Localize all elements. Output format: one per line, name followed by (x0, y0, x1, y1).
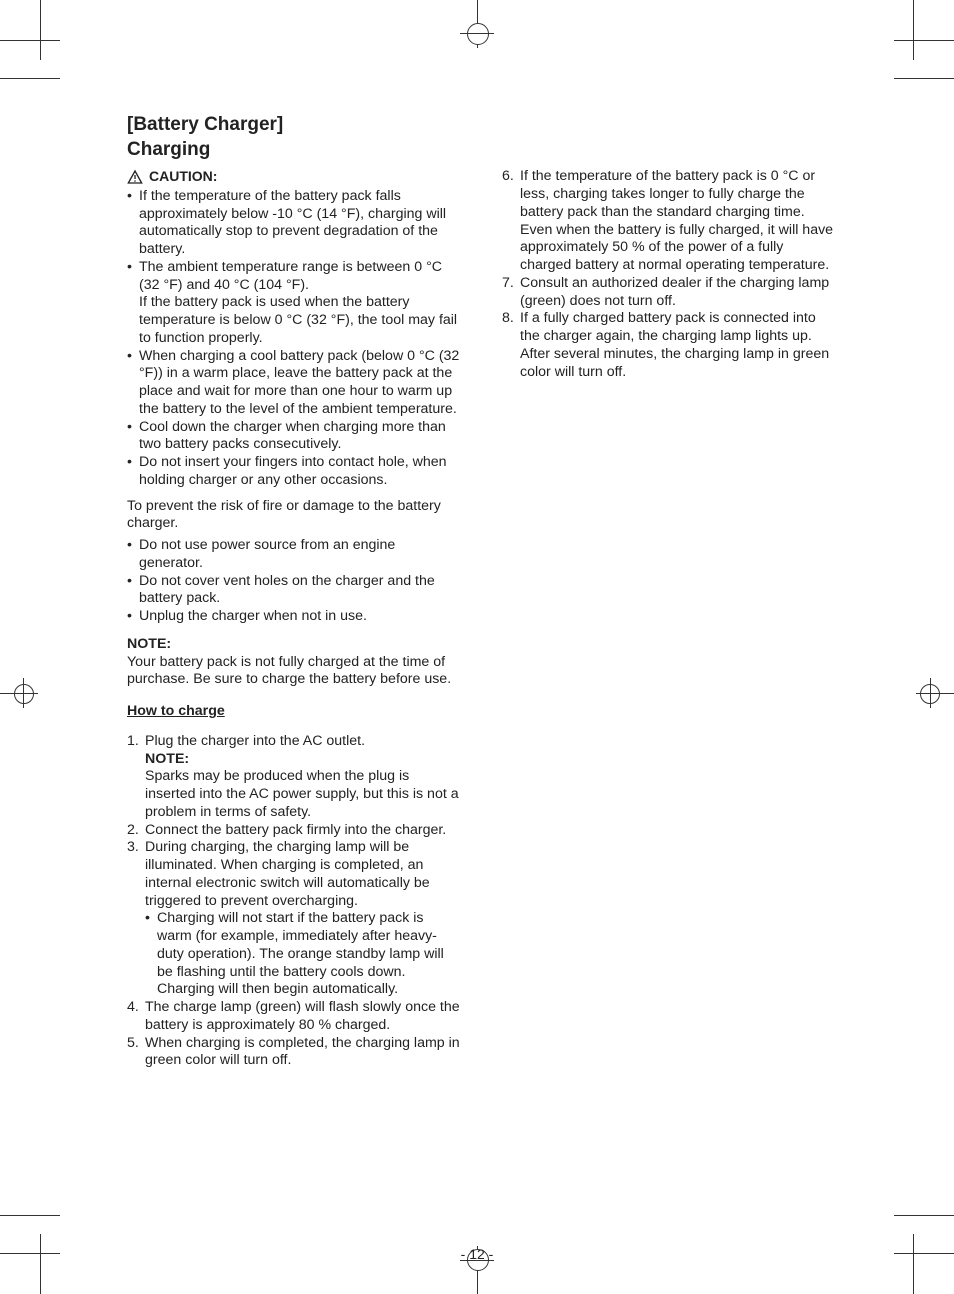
bullet-item: If the temperature of the battery pack f… (127, 188, 462, 259)
crop-mark (0, 40, 60, 41)
prevent-intro: To prevent the risk of fire or damage to… (127, 498, 462, 534)
crop-mark (40, 0, 41, 60)
crop-mark (930, 678, 931, 708)
step-item: During charging, the charging lamp will … (127, 839, 462, 999)
bullet-item: Do not insert your fingers into contact … (127, 454, 462, 490)
crop-mark (460, 33, 494, 34)
bullet-item: Cool down the charger when charging more… (127, 419, 462, 455)
sub-bullet-item: Charging will not start if the battery p… (145, 910, 462, 999)
content-area: [Battery Charger] Charging CAUTION: If t… (127, 113, 837, 1070)
left-column: CAUTION: If the temperature of the batte… (127, 168, 462, 1070)
prevent-list: Do not use power source from an engine g… (127, 537, 462, 626)
step-item: When charging is completed, the charging… (127, 1035, 462, 1071)
note-label: NOTE: (127, 636, 462, 654)
step-text: Connect the battery pack firmly into the… (145, 822, 462, 840)
crop-mark (40, 1234, 41, 1294)
crop-mark (916, 693, 946, 694)
section-heading: [Battery Charger] Charging (127, 113, 837, 162)
caution-list: If the temperature of the battery pack f… (127, 188, 462, 490)
bullet-item: The ambient temperature range is between… (127, 259, 462, 348)
crop-mark (23, 678, 24, 708)
step-text: The charge lamp (green) will flash slowl… (145, 999, 462, 1035)
step-note-body: Sparks may be produced when the plug is … (145, 768, 462, 821)
registration-target-icon (14, 684, 34, 704)
step-text: During charging, the charging lamp will … (145, 839, 462, 910)
step-item: The charge lamp (green) will flash slowl… (127, 999, 462, 1035)
bullet-item: Do not cover vent holes on the charger a… (127, 573, 462, 609)
crop-mark (0, 78, 60, 79)
bullet-item: Do not use power source from an engine g… (127, 537, 462, 573)
crop-mark (894, 1215, 954, 1216)
bullet-item: When charging a cool battery pack (below… (127, 348, 462, 419)
right-column: If the temperature of the battery pack i… (502, 168, 837, 1070)
bullet-item: Unplug the charger when not in use. (127, 608, 462, 626)
page: [Battery Charger] Charging CAUTION: If t… (0, 0, 954, 1294)
step-item: If the temperature of the battery pack i… (502, 168, 837, 275)
crop-mark (913, 0, 914, 60)
step-item: Consult an authorized dealer if the char… (502, 275, 837, 311)
note-body: Your battery pack is not fully charged a… (127, 654, 462, 690)
step-text: When charging is completed, the charging… (145, 1035, 462, 1071)
steps-list-right: If the temperature of the battery pack i… (502, 168, 837, 381)
registration-target-icon (467, 23, 489, 45)
step-item: Connect the battery pack firmly into the… (127, 822, 462, 840)
step-text: Plug the charger into the AC outlet. (145, 733, 462, 751)
caution-heading: CAUTION: (127, 168, 462, 186)
crop-mark (913, 1234, 914, 1294)
crop-mark (0, 1215, 60, 1216)
step-note-label: NOTE: (145, 751, 462, 769)
crop-mark (894, 40, 954, 41)
steps-list-left: Plug the charger into the AC outlet.NOTE… (127, 733, 462, 1070)
step-item: Plug the charger into the AC outlet.NOTE… (127, 733, 462, 822)
page-number: - 12 - (0, 1246, 954, 1262)
sub-bullet-list: Charging will not start if the battery p… (145, 910, 462, 999)
howto-heading: How to charge (127, 703, 462, 721)
crop-mark (894, 78, 954, 79)
step-item: If a fully charged battery pack is conne… (502, 310, 837, 381)
warning-icon (127, 169, 143, 185)
caution-label: CAUTION: (149, 168, 217, 186)
